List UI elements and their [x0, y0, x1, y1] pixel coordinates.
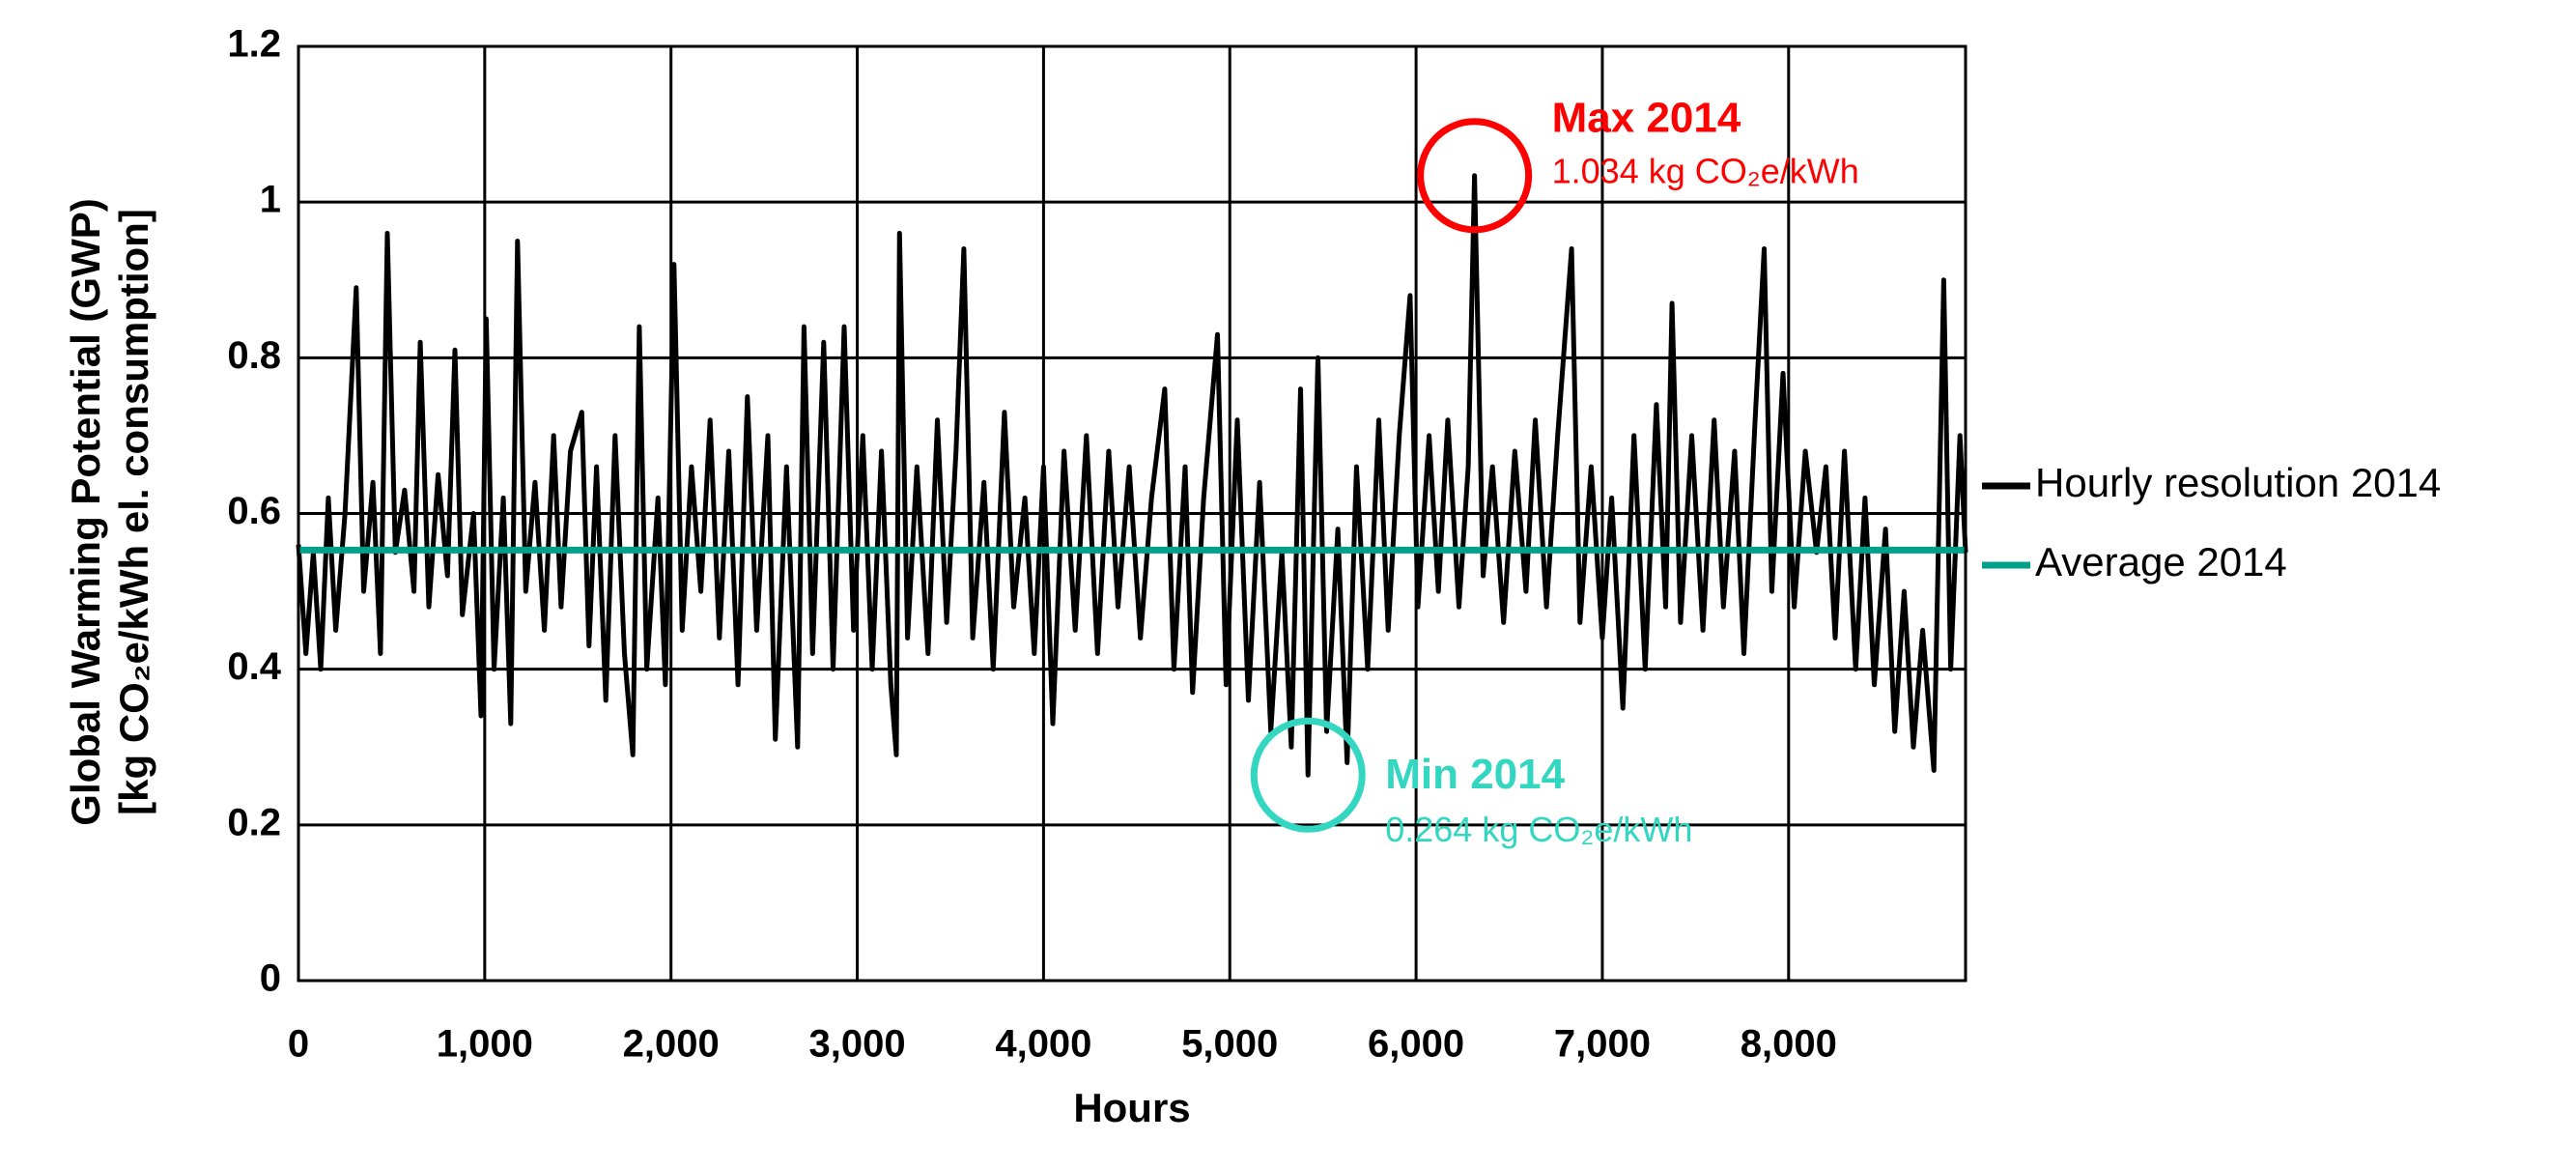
x-tick-label: 1,000 [437, 1023, 533, 1066]
x-tick-label: 2,000 [623, 1023, 720, 1066]
y-axis-title-line: [kg CO₂e/kWh el. consumption] [111, 209, 156, 815]
x-tick-label: 0 [288, 1023, 309, 1066]
y-axis-title-line: Global Warming Potential (GWP) [63, 198, 108, 825]
y-tick-label: 0 [260, 957, 281, 1000]
x-tick-label: 8,000 [1741, 1023, 1837, 1066]
legend-label: Hourly resolution 2014 [2035, 460, 2441, 505]
annotation-text: 0.264 kg CO₂e/kWh [1385, 810, 1692, 849]
x-tick-label: 7,000 [1554, 1023, 1651, 1066]
annotation-title: Min 2014 [1385, 751, 1565, 798]
x-axis-title: Hours [1073, 1085, 1190, 1130]
y-tick-label: 1.2 [227, 23, 281, 66]
x-tick-label: 3,000 [808, 1023, 905, 1066]
y-axis-title: Global Warming Potential (GWP) [kg CO₂e/… [63, 198, 156, 825]
annotation-circle [1250, 717, 1366, 833]
annotation-circle [1417, 118, 1533, 234]
data-line [296, 173, 1968, 778]
y-tick-label: 0.6 [227, 490, 281, 532]
x-tick-label: 6,000 [1368, 1023, 1464, 1066]
y-tick-label: 1 [260, 179, 281, 221]
annotation-text: 1.034 kg CO₂e/kWh [1552, 151, 1859, 190]
y-tick-label: 0.8 [227, 334, 281, 377]
x-tick-label: 4,000 [995, 1023, 1091, 1066]
y-tick-label: 0.2 [227, 801, 281, 843]
plot-border [297, 44, 1967, 983]
y-tick-label: 0.4 [227, 645, 281, 688]
annotation-title: Max 2014 [1552, 94, 1741, 141]
x-tick-label: 5,000 [1181, 1023, 1278, 1066]
legend-label: Average 2014 [2035, 539, 2287, 584]
